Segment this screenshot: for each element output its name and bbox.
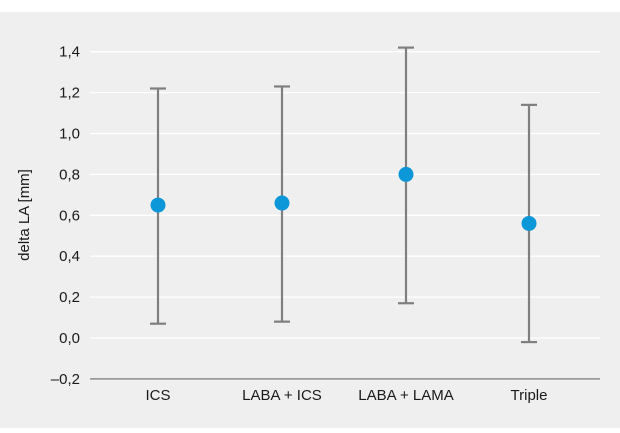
- x-tick-label: LABA + LAMA: [358, 387, 453, 404]
- data-point: [150, 197, 166, 213]
- x-tick-label: ICS: [145, 387, 170, 404]
- y-tick-label: 1,0: [59, 126, 80, 143]
- y-tick-label: 0,6: [59, 207, 80, 224]
- y-tick-label: 0,2: [59, 289, 80, 306]
- x-tick-label: Triple: [511, 387, 548, 404]
- x-tick-labels: ICS LABA + ICS LABA + LAMA Triple: [145, 387, 547, 404]
- y-tick-label: 0,4: [59, 248, 80, 265]
- y-tick-label: 1,2: [59, 85, 80, 102]
- plot-background: [0, 12, 620, 428]
- data-point: [521, 215, 537, 231]
- y-tick-label: 1,4: [59, 44, 80, 61]
- y-tick-label: –0,2: [51, 371, 80, 388]
- y-tick-label: 0,0: [59, 330, 80, 347]
- y-tick-label: 0,8: [59, 166, 80, 183]
- y-axis-label: delta LA [mm]: [16, 169, 33, 261]
- marker-layer: [150, 166, 537, 231]
- grid-layer: [90, 51, 600, 339]
- x-tick-label: LABA + ICS: [242, 387, 322, 404]
- data-point: [398, 166, 414, 182]
- data-point: [274, 195, 290, 211]
- y-tick-labels: –0,2 0,0 0,2 0,4 0,6 0,8 1,0 1,2 1,4: [51, 44, 80, 388]
